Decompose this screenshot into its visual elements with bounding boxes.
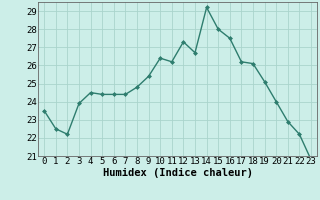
X-axis label: Humidex (Indice chaleur): Humidex (Indice chaleur) <box>103 168 252 178</box>
